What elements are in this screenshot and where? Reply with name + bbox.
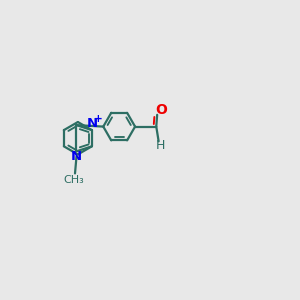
Text: N: N (86, 117, 98, 130)
Text: +: + (94, 114, 103, 124)
Text: N: N (71, 150, 82, 163)
Text: CH₃: CH₃ (63, 175, 84, 185)
Text: H: H (155, 139, 165, 152)
Text: O: O (155, 103, 167, 117)
